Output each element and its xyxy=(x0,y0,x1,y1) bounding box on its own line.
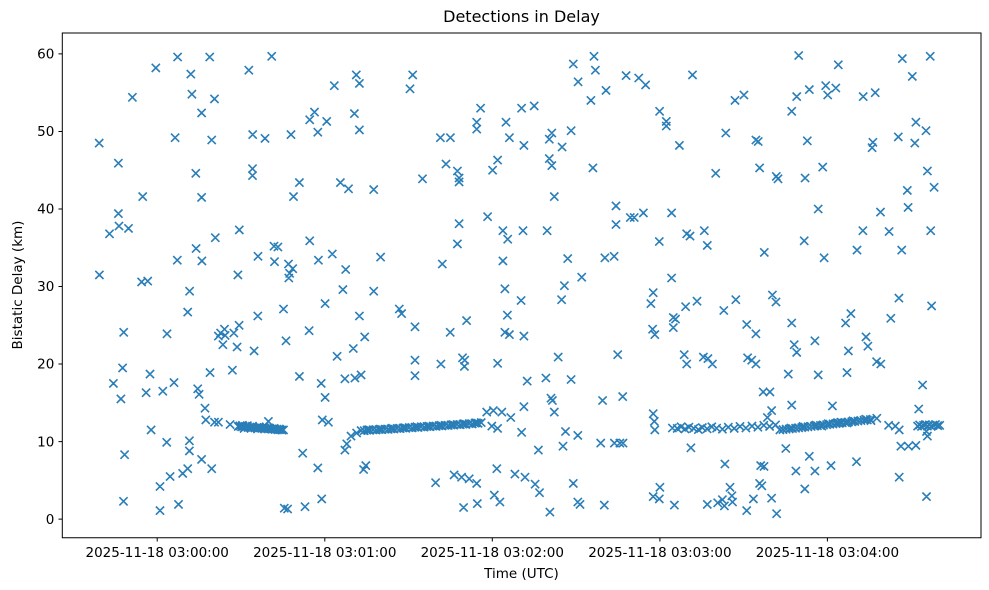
plot-spines xyxy=(61,32,982,539)
y-tick-label: 20 xyxy=(37,357,54,373)
x-axis-label: Time (UTC) xyxy=(484,566,559,582)
axis-ticks xyxy=(58,53,828,542)
chart-title: Detections in Delay xyxy=(443,7,600,26)
y-tick-label: 50 xyxy=(37,124,54,140)
y-tick-label: 60 xyxy=(37,47,54,63)
y-tick-label: 30 xyxy=(37,279,54,295)
x-tick-label: 2025-11-18 03:02:00 xyxy=(421,545,564,561)
y-tick-label: 10 xyxy=(37,434,54,450)
y-tick-label: 0 xyxy=(46,512,55,528)
scatter-markers xyxy=(94,50,945,519)
x-tick-label: 2025-11-18 03:01:00 xyxy=(253,545,396,561)
x-tick-label: 2025-11-18 03:00:00 xyxy=(86,545,229,561)
x-tick-label: 2025-11-18 03:03:00 xyxy=(588,545,731,561)
x-tick-label: 2025-11-18 03:04:00 xyxy=(756,545,899,561)
y-tick-label: 40 xyxy=(37,202,54,218)
